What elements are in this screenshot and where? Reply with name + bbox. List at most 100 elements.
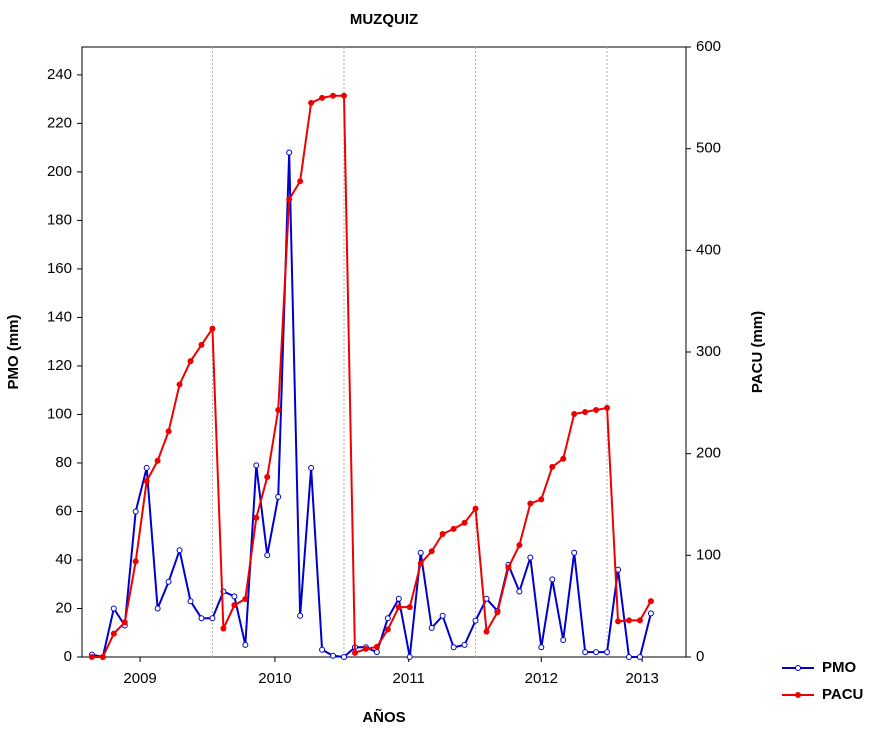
y-tick-label: 100 (47, 405, 72, 422)
data-point (176, 381, 183, 388)
data-point (615, 618, 622, 625)
data-point (187, 598, 194, 605)
y2-tick-label: 100 (696, 546, 721, 563)
data-point (286, 149, 293, 156)
y-tick-label: 240 (47, 66, 72, 83)
data-point (604, 649, 611, 656)
x-tick-label: 2011 (393, 670, 425, 687)
data-point (319, 646, 326, 653)
data-point (132, 508, 139, 515)
data-point (571, 549, 578, 556)
data-point (110, 605, 117, 612)
legend-label: PACU (822, 686, 863, 703)
data-point (231, 593, 238, 600)
y-tick-label: 20 (55, 599, 72, 616)
data-point (154, 457, 161, 464)
y-tick-label: 160 (47, 260, 72, 277)
data-point (362, 645, 369, 652)
y2-tick-label: 300 (696, 343, 721, 360)
y-tick-label: 220 (47, 114, 72, 131)
x-tick-label: 2013 (625, 670, 658, 687)
data-point (373, 643, 380, 650)
data-point (220, 625, 227, 632)
plot-frame (81, 46, 687, 658)
data-point (330, 652, 337, 659)
data-point (439, 530, 446, 537)
data-point (505, 564, 512, 571)
data-point (121, 619, 128, 626)
data-point (538, 496, 545, 503)
data-point (132, 558, 139, 565)
data-point (231, 602, 238, 609)
data-point (165, 578, 172, 585)
x-tick-label: 2009 (123, 670, 156, 687)
data-point (209, 325, 216, 332)
y-tick-label: 0 (64, 648, 72, 665)
data-point (209, 615, 216, 622)
data-point (428, 548, 435, 555)
data-point (297, 612, 304, 619)
data-point (242, 641, 249, 648)
data-point (593, 649, 600, 656)
data-point (582, 408, 589, 415)
data-point (604, 404, 611, 411)
data-point (330, 92, 337, 99)
data-point (647, 598, 654, 605)
data-point (253, 514, 260, 521)
data-point (494, 609, 501, 616)
y2-tick-label: 400 (696, 241, 721, 258)
data-point (384, 626, 391, 633)
data-point (242, 596, 249, 603)
data-point (340, 92, 347, 99)
data-point (582, 649, 589, 656)
data-point (625, 617, 632, 624)
data-point (373, 649, 380, 656)
data-point (143, 464, 150, 471)
x-tick-label: 2010 (258, 670, 291, 687)
y2-axis-label: PACU (mm) (749, 311, 766, 393)
legend-marker (795, 665, 801, 671)
data-point (351, 649, 358, 656)
y-tick-label: 200 (47, 163, 72, 180)
y2-tick-label: 0 (696, 648, 704, 665)
data-point (516, 542, 523, 549)
data-point (319, 94, 326, 101)
data-point (275, 493, 282, 500)
data-point (439, 612, 446, 619)
data-point (340, 654, 347, 660)
data-point (198, 341, 205, 348)
y2-tick-label: 500 (696, 140, 721, 157)
x-tick-label: 2012 (525, 670, 558, 687)
data-point (483, 595, 490, 602)
data-point (198, 615, 205, 622)
data-point (154, 605, 161, 612)
data-point (527, 500, 534, 507)
data-point (461, 641, 468, 648)
series-line (91, 152, 652, 659)
y-tick-label: 140 (47, 308, 72, 325)
y-tick-label: 120 (47, 357, 72, 374)
data-point (384, 615, 391, 622)
data-point (647, 610, 654, 617)
data-point (286, 196, 293, 203)
data-point (636, 617, 643, 624)
data-point (428, 624, 435, 631)
data-point (472, 617, 479, 624)
data-point (549, 576, 556, 583)
data-point (253, 462, 260, 469)
data-point (395, 595, 402, 602)
legend-label: PMO (822, 659, 857, 676)
data-point (406, 604, 413, 611)
y-tick-label: 60 (55, 502, 72, 519)
data-point (264, 552, 271, 559)
data-point (538, 644, 545, 651)
data-point (417, 560, 424, 567)
data-point (560, 455, 567, 462)
data-point (636, 654, 643, 660)
data-point (297, 178, 304, 185)
data-point (472, 505, 479, 512)
data-point (450, 644, 457, 651)
data-point (571, 411, 578, 418)
data-point (560, 637, 567, 644)
